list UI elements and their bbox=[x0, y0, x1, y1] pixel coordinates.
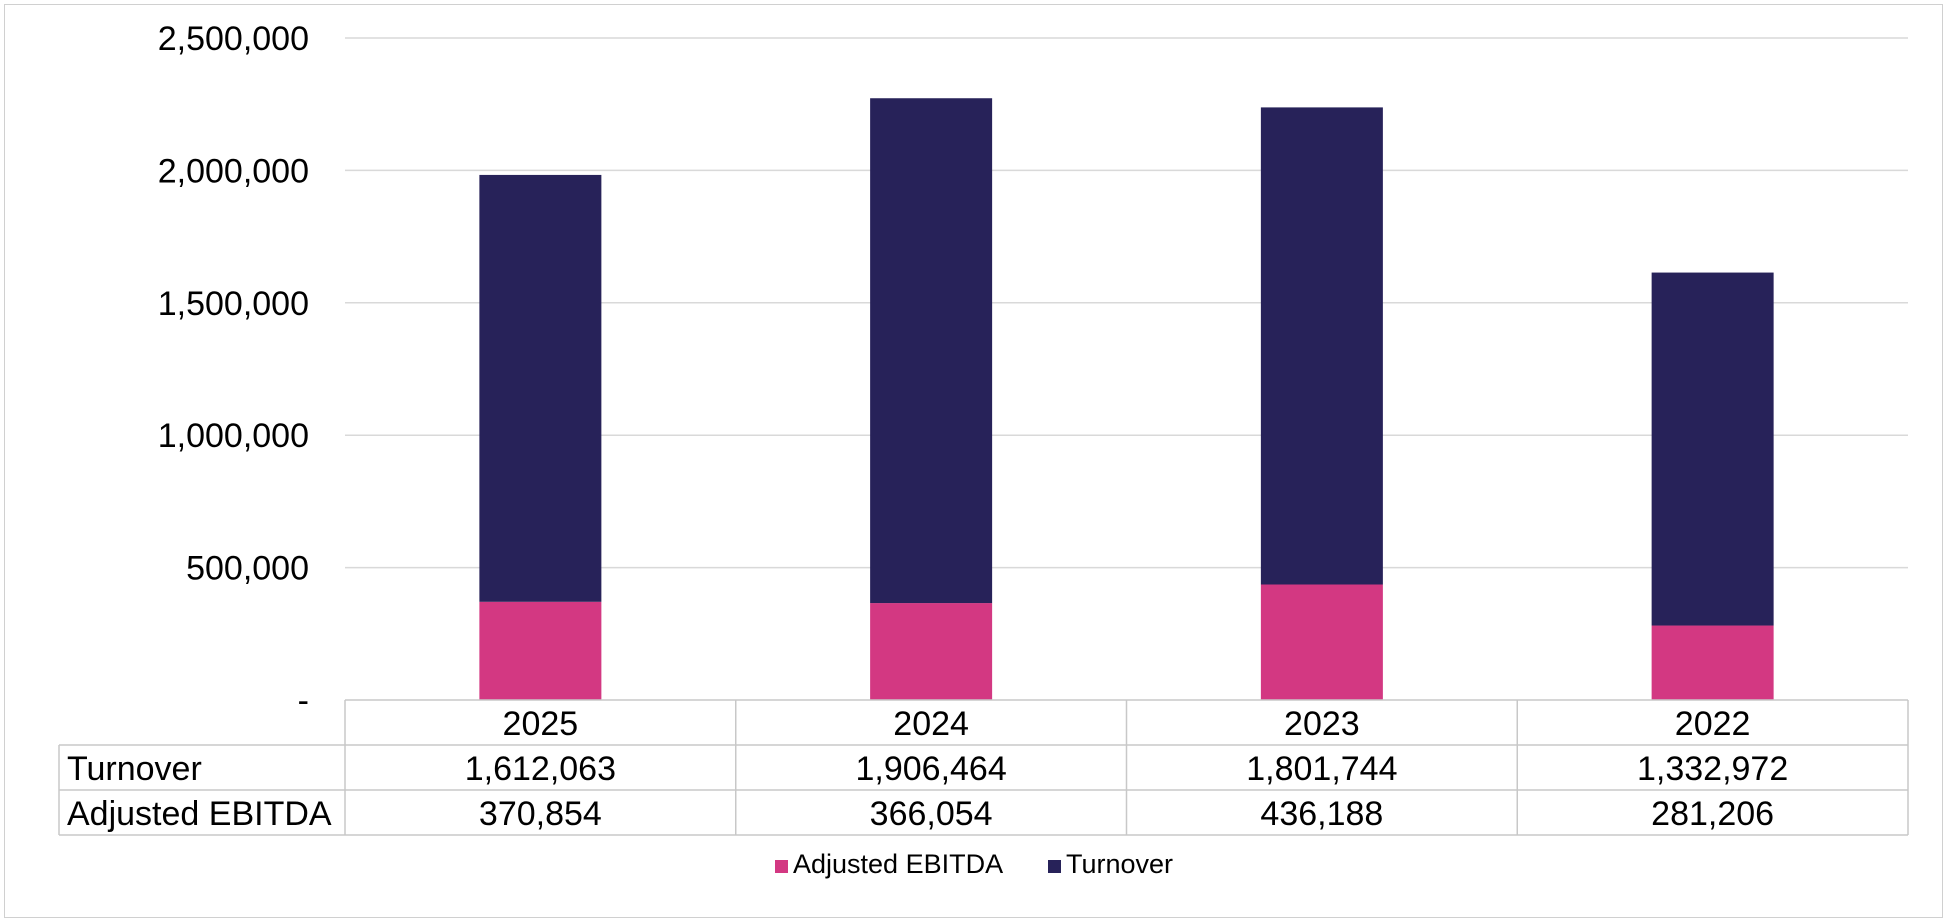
x-category-label: 2022 bbox=[1675, 705, 1751, 743]
table-cell-value: 436,188 bbox=[1260, 795, 1383, 833]
data-table: 2025 2024 2023 2022 Turnover 1,612,063 1,906,4… bbox=[58, 699, 1909, 836]
legend-label: Turnover bbox=[1066, 849, 1173, 879]
y-tick-label: 2,500,000 bbox=[158, 20, 309, 58]
table-row-label: Turnover bbox=[67, 750, 202, 788]
gridlines bbox=[345, 37, 1908, 569]
bars bbox=[479, 98, 1774, 700]
y-axis-ticks: - 500,000 1,000,000 1,500,000 2,000,000 2,500… bbox=[158, 20, 309, 720]
x-category-label: 2023 bbox=[1284, 705, 1360, 743]
y-tick-label: 1,500,000 bbox=[158, 285, 309, 323]
bar-turnover bbox=[870, 98, 993, 604]
y-tick-label: 1,000,000 bbox=[158, 417, 309, 455]
bar-turnover bbox=[1651, 272, 1774, 626]
table-cell-value: 1,801,744 bbox=[1246, 750, 1397, 788]
bar-adjusted-ebitda bbox=[870, 603, 993, 700]
bar-turnover bbox=[1260, 107, 1383, 585]
y-tick-label: 2,000,000 bbox=[158, 152, 309, 190]
table-row-label: Adjusted EBITDA bbox=[67, 795, 332, 833]
legend: Adjusted EBITDA Turnover bbox=[775, 849, 1173, 879]
y-tick-label: - bbox=[298, 682, 309, 720]
legend-swatch bbox=[1048, 860, 1061, 873]
bar-adjusted-ebitda bbox=[1651, 625, 1774, 700]
bar-turnover bbox=[479, 174, 602, 602]
chart-frame bbox=[4, 4, 1943, 918]
bar-adjusted-ebitda bbox=[479, 601, 602, 700]
table-cell-value: 1,332,972 bbox=[1637, 750, 1788, 788]
table-cell-value: 1,906,464 bbox=[855, 750, 1006, 788]
y-tick-label: 500,000 bbox=[186, 550, 309, 588]
bar-adjusted-ebitda bbox=[1260, 584, 1383, 700]
table-cell-value: 370,854 bbox=[479, 795, 602, 833]
table-cell-value: 1,612,063 bbox=[465, 750, 616, 788]
legend-label: Adjusted EBITDA bbox=[793, 849, 1003, 879]
x-category-label: 2024 bbox=[893, 705, 969, 743]
x-category-label: 2025 bbox=[503, 705, 579, 743]
table-cell-value: 366,054 bbox=[870, 795, 993, 833]
table-cell-value: 281,206 bbox=[1651, 795, 1774, 833]
legend-swatch bbox=[775, 860, 788, 873]
